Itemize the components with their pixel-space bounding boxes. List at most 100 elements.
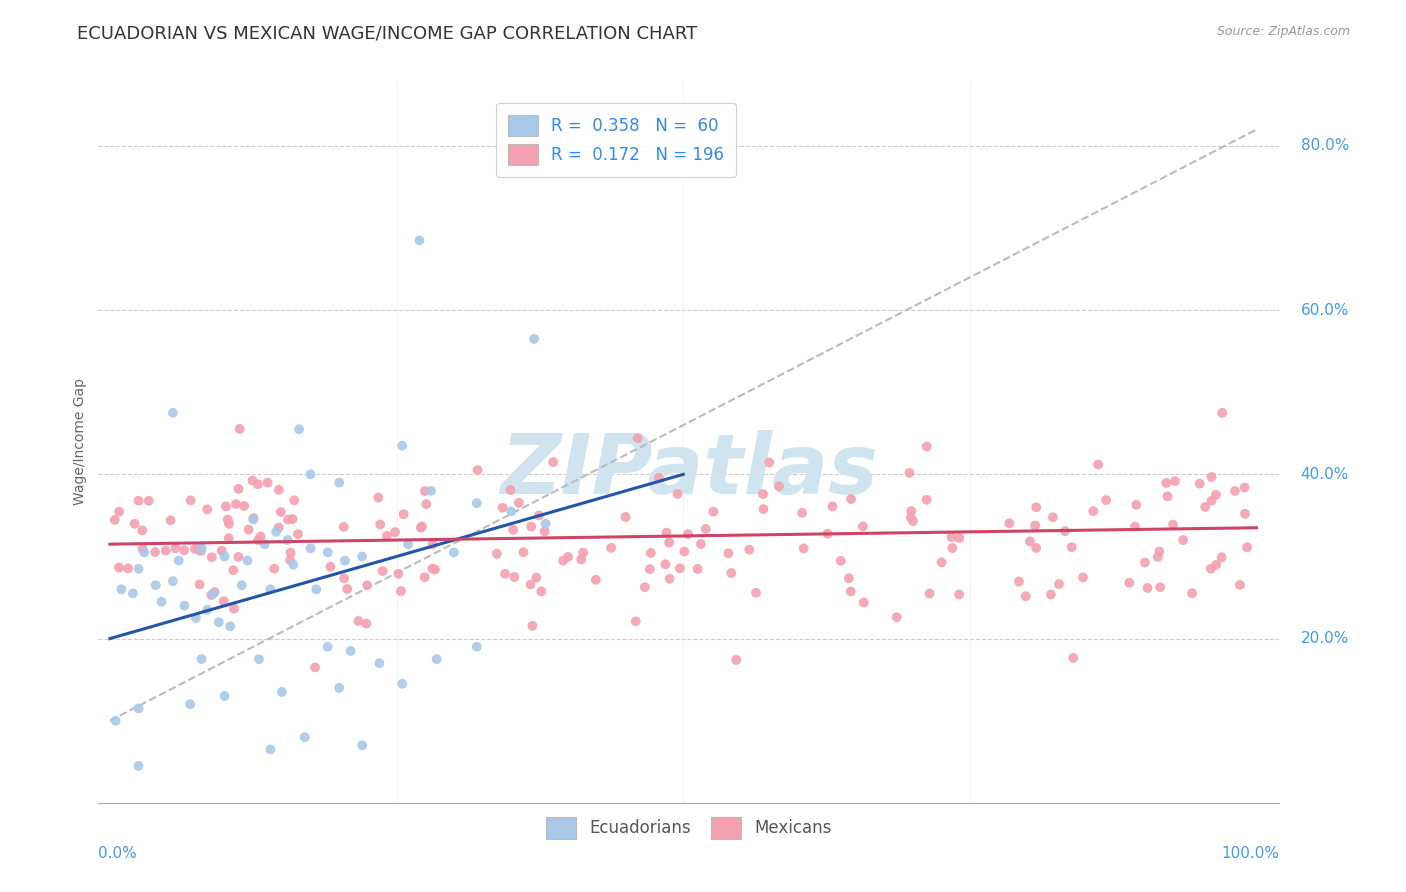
Point [215,500,238,514]
Point [931,555,953,569]
Point [253,537,276,551]
Point [375,529,398,543]
Point [1156,475,1178,490]
Point [852,519,875,533]
Point [494,566,516,581]
Text: 40.0%: 40.0% [1301,467,1350,482]
Point [1146,549,1168,564]
Point [124,516,146,531]
Point [328,475,350,490]
Point [277,533,299,547]
Point [941,541,963,555]
Point [758,455,780,469]
Point [188,577,211,591]
Point [1173,533,1195,547]
Point [1025,541,1047,555]
Point [228,422,250,436]
Point [173,543,195,558]
Point [793,541,815,556]
Point [134,545,156,559]
Point [1229,578,1251,592]
Point [745,586,768,600]
Point [686,562,709,576]
Point [519,577,541,591]
Point [499,483,522,497]
Point [1071,570,1094,584]
Point [413,570,436,584]
Point [491,500,513,515]
Point [304,660,326,674]
Point [283,558,305,572]
Point [600,541,623,555]
Point [768,479,790,493]
Point [259,742,281,756]
Point [391,677,413,691]
Point [270,685,292,699]
Point [211,543,233,558]
Point [299,467,322,482]
Point [666,487,689,501]
Point [184,541,207,556]
Point [294,730,316,744]
Point [131,541,153,556]
Point [522,619,544,633]
Point [1205,488,1227,502]
Point [695,522,717,536]
Point [1125,498,1147,512]
Point [167,553,190,567]
Point [1136,581,1159,595]
Point [1062,651,1084,665]
Point [117,561,139,575]
Point [830,554,852,568]
Point [162,406,184,420]
Point [702,505,724,519]
Point [572,545,595,559]
Point [242,511,264,525]
Point [1047,577,1070,591]
Point [423,562,446,576]
Point [627,431,650,445]
Point [138,493,160,508]
Point [1024,518,1046,533]
Point [408,233,430,247]
Point [228,549,250,564]
Point [553,553,575,567]
Point [501,504,523,518]
Point [217,512,239,526]
Point [368,657,391,671]
Point [212,594,235,608]
Point [1236,541,1258,555]
Point [367,491,389,505]
Point [1133,556,1156,570]
Point [790,506,813,520]
Point [465,640,488,654]
Point [208,615,231,630]
Point [1201,470,1223,484]
Point [256,475,278,490]
Point [222,563,245,577]
Point [280,546,302,560]
Point [614,510,637,524]
Point [948,531,970,545]
Point [277,512,299,526]
Point [413,484,436,499]
Point [1211,406,1233,420]
Point [278,553,301,567]
Point [333,571,356,585]
Point [541,455,564,469]
Point [128,562,150,576]
Point [524,571,547,585]
Point [299,541,322,556]
Point [941,530,963,544]
Point [654,558,676,572]
Point [201,550,224,565]
Point [422,537,444,551]
Point [720,566,742,580]
Point [305,582,328,597]
Point [527,508,550,523]
Point [503,570,526,584]
Point [1042,510,1064,524]
Point [898,466,921,480]
Point [1156,489,1178,503]
Point [533,524,555,539]
